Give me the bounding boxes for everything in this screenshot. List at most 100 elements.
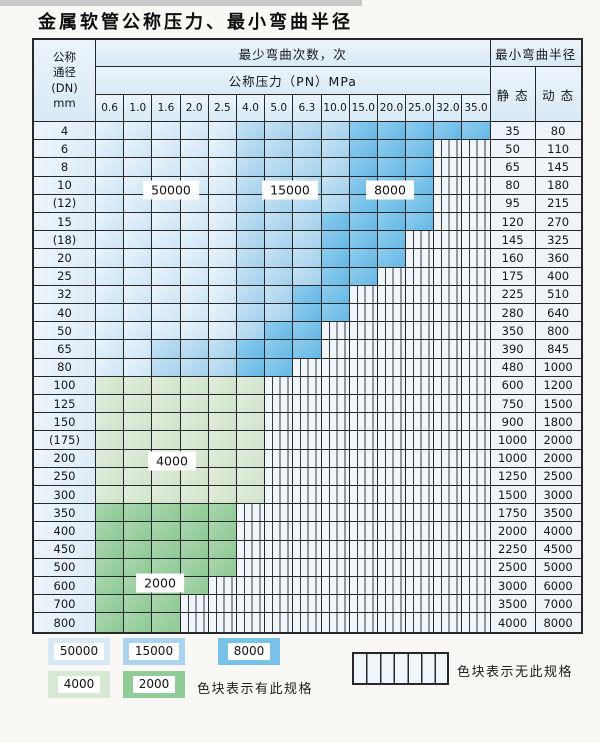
spec-cell	[208, 140, 237, 159]
no-spec-cell	[265, 577, 294, 596]
no-spec-cell	[265, 613, 294, 632]
no-spec-cell	[293, 395, 322, 414]
spec-cell	[124, 340, 153, 359]
spec-cell	[208, 231, 237, 250]
dynamic-value-cell: 1200	[535, 376, 581, 396]
spec-cell	[236, 285, 266, 305]
spec-cell	[265, 231, 294, 250]
static-value-cell: 160	[490, 249, 536, 268]
spec-cell	[208, 340, 237, 359]
spec-cell	[208, 467, 237, 487]
spec-cell	[96, 158, 125, 177]
static-value-cell: 280	[490, 304, 536, 323]
spec-cell	[236, 358, 266, 377]
dn-header-cell: 公称 通径 (DN) mm	[34, 40, 96, 122]
no-spec-cell	[265, 413, 294, 432]
static-value-cell: 120	[490, 213, 536, 232]
dn-cell: 250	[34, 467, 96, 487]
no-spec-cell	[321, 613, 350, 632]
spec-cell	[152, 322, 181, 341]
no-spec-cell	[236, 540, 266, 559]
spec-cell	[152, 158, 181, 177]
spec-cell	[236, 231, 266, 250]
spec-cell	[96, 213, 125, 232]
static-value-cell: 1250	[490, 467, 536, 487]
no-spec-cell	[434, 340, 463, 359]
no-spec-cell	[462, 395, 491, 414]
spec-cell	[265, 140, 294, 159]
legend-swatch-label: 15000	[128, 643, 180, 660]
dynamic-value-cell: 4500	[535, 540, 581, 559]
no-spec-cell	[321, 522, 350, 541]
spec-cell	[180, 577, 209, 596]
spec-cell	[265, 267, 294, 286]
spec-cell	[236, 140, 266, 159]
no-spec-cell	[406, 322, 435, 341]
spec-cell	[208, 194, 237, 214]
no-spec-cell	[265, 558, 294, 578]
spec-cell	[208, 213, 237, 232]
no-spec-cell	[180, 613, 209, 632]
spec-cell	[124, 613, 153, 632]
no-spec-cell	[462, 376, 491, 396]
spec-cell	[349, 267, 378, 286]
spec-cell	[152, 413, 181, 432]
spec-cell	[265, 285, 294, 305]
spec-cell	[208, 267, 237, 286]
no-spec-cell	[434, 249, 463, 268]
dynamic-value-cell: 2000	[535, 431, 581, 450]
no-spec-cell	[434, 267, 463, 286]
no-spec-cell	[406, 304, 435, 323]
no-spec-cell	[349, 322, 378, 341]
no-spec-cell	[434, 194, 463, 214]
no-spec-cell	[321, 358, 350, 377]
spec-cell	[236, 158, 266, 177]
legend-swatch-label: 2000	[132, 676, 176, 693]
spec-cell	[96, 504, 125, 523]
spec-cell	[96, 122, 125, 141]
dynamic-value-cell: 8000	[535, 613, 581, 632]
no-spec-cell	[406, 285, 435, 305]
no-spec-cell	[462, 449, 491, 468]
no-spec-cell	[377, 304, 407, 323]
dn-cell: 300	[34, 486, 96, 505]
dynamic-value-cell: 5000	[535, 558, 581, 578]
pressure-tick: 2.5	[208, 95, 237, 122]
spec-cell	[96, 231, 125, 250]
spec-cell	[152, 285, 181, 305]
spec-cell	[377, 122, 407, 141]
no-spec-cell	[321, 322, 350, 341]
spec-cell	[236, 486, 266, 505]
no-spec-cell	[434, 577, 463, 596]
dynamic-value-cell: 325	[535, 231, 581, 250]
dn-cell: 500	[34, 558, 96, 578]
spec-cell	[124, 140, 153, 159]
dn-cell: 80	[34, 358, 96, 377]
spec-table: 公称 通径 (DN) mm 最少弯曲次数，次 最小弯曲半径 公称压力（PN）MP…	[32, 38, 583, 634]
static-value-cell: 3500	[490, 595, 536, 614]
no-spec-cell	[265, 395, 294, 414]
bend-cycles-header: 最少弯曲次数，次	[96, 40, 491, 67]
static-value-cell: 750	[490, 395, 536, 414]
no-spec-cell	[321, 431, 350, 450]
no-spec-cell	[321, 449, 350, 468]
spec-cell	[152, 249, 181, 268]
spec-cell	[124, 358, 153, 377]
no-spec-cell	[406, 522, 435, 541]
no-spec-cell	[349, 522, 378, 541]
spec-cell	[124, 285, 153, 305]
dynamic-value-cell: 3500	[535, 504, 581, 523]
spec-cell	[293, 340, 322, 359]
no-spec-cell	[406, 267, 435, 286]
no-spec-cell	[406, 577, 435, 596]
spec-cell	[208, 395, 237, 414]
dynamic-value-cell: 360	[535, 249, 581, 268]
spec-cell	[124, 395, 153, 414]
dynamic-value-cell: 7000	[535, 595, 581, 614]
spec-cell	[124, 213, 153, 232]
dn-cell: 8	[34, 158, 96, 177]
spec-cell	[152, 395, 181, 414]
spec-cell	[180, 431, 209, 450]
static-value-cell: 80	[490, 176, 536, 195]
no-spec-cell	[377, 486, 407, 505]
